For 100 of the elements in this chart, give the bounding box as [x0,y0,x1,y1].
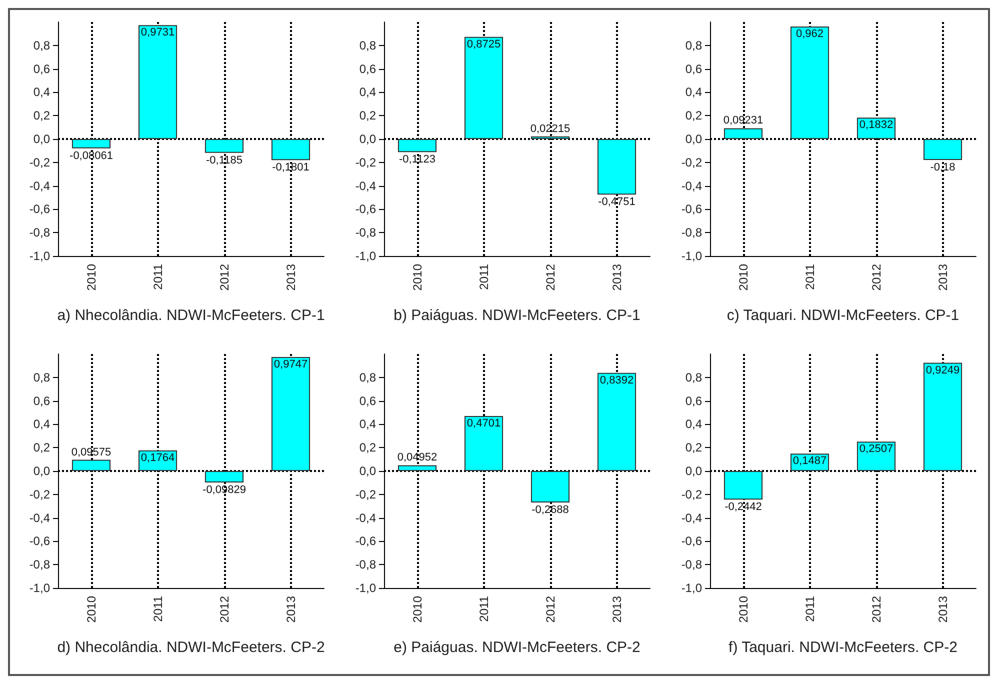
y-tick-label: 0,8 [685,370,702,384]
data-label: -0,1123 [399,154,436,166]
x-tick-label: 2010 [410,596,424,623]
x-tick-label: 2012 [543,264,558,291]
y-tick-label: 0,6 [685,62,702,76]
y-tick-label: 0,4 [33,417,50,432]
x-tick-label: 2013 [936,264,950,291]
y-tick-label: 0,8 [359,38,376,52]
y-tick-label: 0,8 [685,38,702,52]
x-tick-label: 2012 [869,264,884,291]
x-tick-label: 2012 [217,264,232,291]
data-label: -0,09829 [202,484,246,496]
bar [72,460,111,471]
data-label: 0,1832 [859,119,894,132]
data-label: 0,8725 [466,38,501,50]
x-tick-label: 2013 [284,264,298,291]
y-tick-label: 0,0 [359,132,376,146]
bar [597,372,636,471]
data-label: 0,4701 [466,418,501,430]
data-label: -0,4751 [598,196,636,208]
data-label: 0,04952 [397,452,438,464]
y-tick-label: -1,0 [681,249,702,263]
x-tick-label: 2010 [84,596,98,623]
y-tick-label: -0,6 [29,534,50,548]
x-axis-title: f) Taquari. NDWI-McFeeters. CP-2 [728,639,958,656]
y-tick-label: 0,0 [685,132,702,146]
y-tick-label: -0,6 [355,202,376,216]
y-tick-label: -0,2 [681,487,702,502]
data-label: 0,2507 [859,443,894,456]
x-tick-label: 2011 [476,596,491,622]
y-tick-label: 0,4 [33,85,50,100]
bar [464,36,504,139]
data-label: 0,8392 [600,374,634,386]
bar [923,139,962,160]
y-tick-label: -0,6 [29,202,50,216]
y-tick-label: 0,0 [359,464,376,478]
bar [923,362,962,471]
y-tick-label: -1,0 [29,581,50,595]
y-tick-label: 0,4 [359,417,376,432]
y-tick-label: 0,4 [685,417,702,432]
y-tick-label: 0,2 [33,440,50,455]
y-tick-label: 0,2 [359,440,376,455]
x-tick-label: 2012 [543,596,558,623]
bar [398,139,437,152]
x-tick-label: 2010 [736,596,750,623]
data-label: -0,2442 [724,501,762,514]
data-label: 0,962 [796,28,824,40]
y-tick-label: -0,4 [29,510,50,525]
bar [204,471,244,482]
x-axis-title: b) Paiáguas. NDWI-McFeeters. CP-1 [394,307,640,324]
y-tick-label: -0,2 [29,487,50,502]
y-tick-label: -0,2 [355,487,376,502]
y-tick-label: -0,8 [681,558,702,572]
x-tick-label: 2013 [610,596,624,623]
y-tick-label: 0,2 [685,108,702,123]
data-label: 0,1764 [140,452,175,464]
y-tick-label: -1,0 [681,581,702,595]
data-label: 0,09575 [71,446,112,458]
data-label: 0,1487 [792,455,827,468]
data-label: -0,1801 [272,162,310,174]
data-label: -0,2688 [532,504,569,516]
y-tick-label: -0,8 [29,558,50,572]
data-label: -0,18 [930,162,956,174]
y-tick-label: -0,4 [681,178,702,193]
data-label: 0,9249 [926,364,960,376]
y-tick-label: -1,0 [355,249,376,263]
bar [271,356,310,471]
y-tick-label: 0,6 [359,394,376,408]
x-tick-label: 2013 [284,596,298,623]
y-tick-label: -0,4 [681,510,702,525]
y-tick-label: -0,6 [355,534,376,548]
bar [464,416,504,471]
x-axis-title: d) Nhecolândia. NDWI-McFeeters. CP-2 [57,639,325,656]
y-tick-label: -0,2 [355,155,376,170]
bar [790,26,830,139]
y-tick-label: -0,2 [681,155,702,170]
x-tick-label: 2010 [736,264,750,291]
y-tick-label: 0,6 [359,62,376,76]
bar [724,128,763,139]
x-tick-label: 2013 [936,596,950,623]
y-tick-label: 0,2 [359,108,376,123]
y-tick-label: -1,0 [355,581,376,595]
y-tick-label: -0,8 [355,226,376,240]
x-tick-label: 2011 [150,264,165,290]
x-tick-label: 2012 [869,596,884,623]
x-tick-label: 2011 [802,264,817,290]
x-axis-title: c) Taquari. NDWI-McFeeters. CP-1 [726,307,960,324]
y-tick-label: 0,6 [33,62,50,76]
data-label: 0,02215 [530,122,570,135]
x-tick-label: 2011 [476,264,491,290]
y-tick-label: -0,6 [681,534,702,548]
y-tick-label: 0,2 [685,440,702,455]
data-label: -0,1185 [206,154,242,166]
y-tick-label: 0,2 [33,108,50,123]
bar [597,139,636,195]
bar [530,471,570,502]
bar [724,471,763,500]
y-tick-label: 0,0 [33,464,50,478]
y-tick-label: -0,2 [29,155,50,170]
y-tick-label: -0,4 [355,178,376,193]
